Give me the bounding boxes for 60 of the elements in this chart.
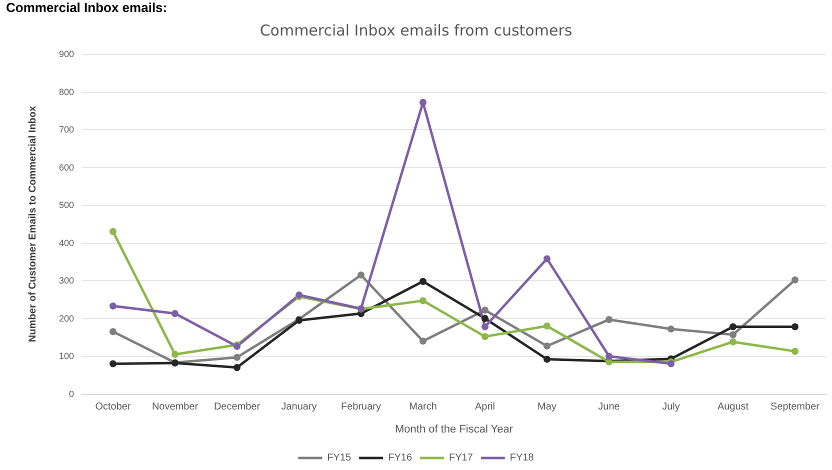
y-tick-label: 300: [58, 276, 74, 286]
x-tick-label: March: [409, 402, 437, 412]
point: [544, 255, 550, 262]
legend-label: FY17: [449, 452, 474, 464]
x-tick-label: January: [281, 402, 317, 412]
y-tick-label: 800: [58, 86, 74, 97]
y-tick-label: 900: [58, 49, 74, 59]
point: [420, 297, 426, 304]
y-tick-label: 500: [58, 200, 74, 210]
legend-label: FY16: [388, 452, 412, 464]
point: [606, 316, 612, 324]
y-tick-label: 400: [58, 238, 74, 248]
point: [234, 364, 240, 372]
point: [420, 278, 426, 285]
point: [110, 302, 116, 310]
point: [482, 333, 488, 340]
x-tick-label: May: [538, 402, 556, 412]
x-tick-label: September: [770, 402, 820, 412]
point: [110, 228, 116, 236]
point: [668, 326, 674, 333]
point: [172, 310, 178, 318]
legend-label: FY15: [327, 452, 352, 464]
x-tick-label: April: [474, 402, 496, 412]
point: [482, 306, 488, 314]
point: [792, 323, 798, 330]
point: [792, 276, 798, 284]
x-tick-label: February: [340, 402, 382, 412]
point: [172, 350, 178, 358]
y-tick-label: 700: [58, 124, 74, 135]
chart-title: Commercial Inbox emails from customers: [260, 22, 572, 40]
y-tick-label: 100: [58, 351, 74, 362]
point: [420, 338, 426, 345]
x-tick-label: July: [662, 402, 680, 412]
x-axis-title: Month of the Fiscal Year: [394, 424, 514, 436]
text: Commercial Inbox emails:: [6, 0, 168, 15]
point: [482, 314, 488, 322]
point: [544, 356, 550, 363]
x-tick-label: December: [214, 402, 261, 412]
point: [110, 360, 116, 368]
y-tick-label: 600: [58, 162, 74, 172]
point: [110, 328, 116, 336]
y-axis-title: Number of Customer Emails to Commercial Inbox: [28, 105, 38, 342]
y-tick-label: 200: [58, 313, 74, 324]
point: [482, 323, 488, 330]
point: [730, 331, 736, 338]
point: [730, 338, 736, 346]
point: [606, 352, 612, 360]
point: [792, 348, 798, 355]
point: [234, 354, 240, 361]
point: [358, 272, 364, 278]
point: [544, 342, 550, 350]
x-tick-label: November: [152, 402, 199, 412]
x-tick-label: August: [717, 402, 749, 412]
point: [544, 322, 550, 330]
point: [420, 98, 426, 106]
y-tick-label: 0: [68, 389, 74, 399]
legend-label: FY18: [510, 452, 534, 464]
x-tick-label: June: [598, 402, 620, 412]
point: [730, 323, 736, 330]
x-tick-label: October: [95, 402, 132, 412]
